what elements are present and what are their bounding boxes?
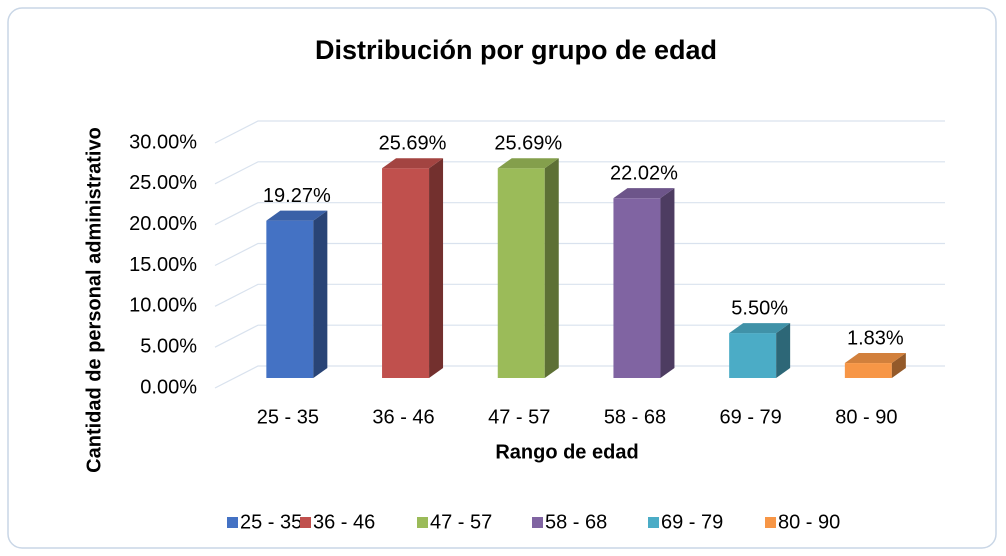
data-label: 25.69% [379,132,447,154]
grid-line [214,202,945,226]
legend-swatch [417,517,428,528]
grid-line [214,120,945,144]
data-label: 19.27% [263,185,331,207]
x-tick-label: 80 - 90 [835,406,897,428]
bar-top [729,323,791,334]
legend-label: 36 - 46 [313,511,375,533]
x-tick-label: 25 - 35 [257,406,319,428]
bar-front [382,168,430,378]
x-tick-label: 47 - 57 [488,406,550,428]
legend-swatch [765,517,776,528]
legend-swatch [227,517,238,528]
chart-title: Distribución por grupo de edad [315,35,717,65]
data-label: 1.83% [847,327,904,349]
x-tick-label: 58 - 68 [604,406,666,428]
bar-side [313,210,328,378]
bar-top [497,158,559,169]
bar-side [429,158,444,378]
y-tick-label: 5.00% [140,335,197,357]
legend-swatch [300,517,311,528]
y-axis-title: Cantidad de personal administrativo [83,127,105,473]
legend-label: 69 - 79 [661,511,723,533]
y-tick-label: 10.00% [129,295,197,317]
grid-line [214,283,945,307]
bar-front [729,333,777,378]
legend-label: 80 - 90 [778,511,840,533]
bar-front [497,168,545,378]
grid-line [214,161,945,185]
y-tick-label: 25.00% [129,172,197,194]
legend-swatch [532,517,543,528]
x-axis-title: Rango de edad [495,441,638,463]
bar-front [613,198,661,378]
bar-side [544,158,559,378]
y-tick-label: 20.00% [129,213,197,235]
bar-front [844,363,892,378]
bar-top [613,188,675,199]
x-tick-label: 69 - 79 [720,406,782,428]
grid-line [214,365,945,389]
data-label: 22.02% [610,162,678,184]
x-tick-label: 36 - 46 [372,406,434,428]
bar-top [844,353,906,364]
y-tick-label: 0.00% [140,376,197,398]
legend-label: 25 - 35 [240,511,302,533]
legend-label: 58 - 68 [545,511,607,533]
y-tick-label: 15.00% [129,254,197,276]
bar-top [382,158,444,169]
bar-side [776,323,791,378]
bar-front [266,220,314,378]
grid-line [214,324,945,348]
bar-side [660,188,675,378]
bar-top [266,210,328,221]
data-label: 25.69% [494,132,562,154]
data-label: 5.50% [731,297,788,319]
legend-label: 47 - 57 [430,511,492,533]
y-tick-label: 30.00% [129,131,197,153]
bar-side [891,353,906,378]
legend-swatch [648,517,659,528]
grid-line [214,242,945,267]
